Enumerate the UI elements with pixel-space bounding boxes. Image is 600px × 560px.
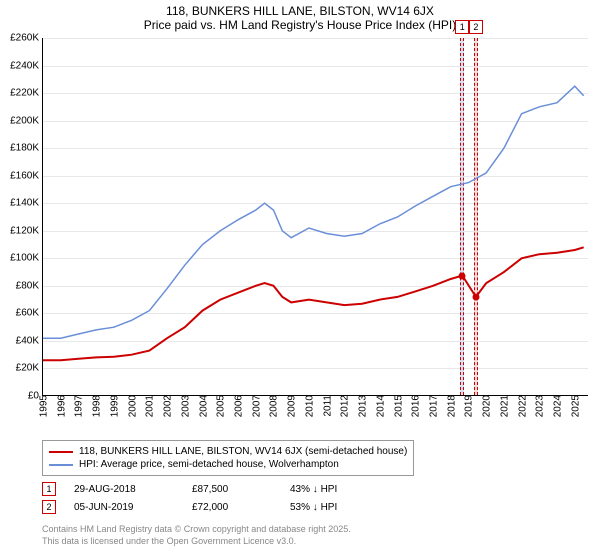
y-tick-label: £60K (16, 308, 43, 319)
x-tick-label: 2014 (373, 395, 386, 417)
x-tick-label: 2023 (533, 395, 546, 417)
sale-price: £72,000 (192, 502, 272, 513)
legend-row: HPI: Average price, semi-detached house,… (49, 458, 407, 471)
x-tick-label: 2009 (285, 395, 298, 417)
sale-marker-box: 1 (455, 20, 469, 34)
x-tick-label: 2007 (249, 395, 262, 417)
x-tick-label: 2025 (568, 395, 581, 417)
x-tick-label: 2011 (320, 395, 333, 417)
sale-row: 1 29-AUG-2018 £87,500 43% ↓ HPI (42, 482, 337, 496)
x-tick-label: 1996 (54, 395, 67, 417)
x-tick-label: 2001 (143, 395, 156, 417)
series-svg (43, 38, 589, 396)
x-tick-label: 2024 (551, 395, 564, 417)
credit-1: Contains HM Land Registry data © Crown c… (42, 524, 351, 536)
legend-label: HPI: Average price, semi-detached house,… (79, 459, 339, 470)
x-tick-label: 2004 (196, 395, 209, 417)
y-tick-label: £220K (10, 88, 43, 99)
x-tick-label: 2012 (338, 395, 351, 417)
y-tick-label: £240K (10, 60, 43, 71)
sale-delta: 53% ↓ HPI (290, 502, 337, 513)
x-tick-label: 2018 (444, 395, 457, 417)
x-tick-label: 1997 (72, 395, 85, 417)
sale-row: 2 05-JUN-2019 £72,000 53% ↓ HPI (42, 500, 337, 514)
credits: Contains HM Land Registry data © Crown c… (42, 524, 351, 547)
y-tick-label: £200K (10, 115, 43, 126)
x-tick-label: 2008 (267, 395, 280, 417)
x-tick-label: 2015 (391, 395, 404, 417)
legend-swatch (49, 451, 73, 453)
legend-swatch (49, 464, 73, 466)
sale-dot (459, 272, 466, 279)
x-tick-label: 2019 (462, 395, 475, 417)
x-tick-label: 2010 (302, 395, 315, 417)
x-tick-label: 2022 (515, 395, 528, 417)
x-tick-label: 2017 (427, 395, 440, 417)
legend: 118, BUNKERS HILL LANE, BILSTON, WV14 6J… (42, 440, 414, 476)
chart-area: £0£20K£40K£60K£80K£100K£120K£140K£160K£1… (0, 0, 600, 560)
x-tick-label: 2016 (409, 395, 422, 417)
sale-row-marker: 2 (42, 500, 56, 514)
y-tick-label: £80K (16, 280, 43, 291)
sale-date: 29-AUG-2018 (74, 484, 174, 495)
sale-date: 05-JUN-2019 (74, 502, 174, 513)
x-tick-label: 1995 (37, 395, 50, 417)
y-tick-label: £40K (16, 335, 43, 346)
x-tick-label: 1999 (107, 395, 120, 417)
x-tick-label: 2020 (480, 395, 493, 417)
x-tick-label: 2003 (178, 395, 191, 417)
sale-delta: 43% ↓ HPI (290, 484, 337, 495)
y-tick-label: £20K (16, 363, 43, 374)
y-tick-label: £160K (10, 170, 43, 181)
y-tick-label: £120K (10, 225, 43, 236)
x-tick-label: 2000 (125, 395, 138, 417)
y-tick-label: £100K (10, 253, 43, 264)
legend-label: 118, BUNKERS HILL LANE, BILSTON, WV14 6J… (79, 446, 407, 457)
x-tick-label: 2002 (161, 395, 174, 417)
x-tick-label: 2021 (497, 395, 510, 417)
x-tick-label: 1998 (90, 395, 103, 417)
sale-price: £87,500 (192, 484, 272, 495)
y-tick-label: £180K (10, 143, 43, 154)
plot-area: £0£20K£40K£60K£80K£100K£120K£140K£160K£1… (42, 38, 588, 396)
legend-row: 118, BUNKERS HILL LANE, BILSTON, WV14 6J… (49, 445, 407, 458)
x-tick-label: 2013 (356, 395, 369, 417)
x-tick-label: 2006 (232, 395, 245, 417)
y-tick-label: £260K (10, 33, 43, 44)
y-tick-label: £140K (10, 198, 43, 209)
credit-2: This data is licensed under the Open Gov… (42, 536, 351, 548)
sale-row-marker: 1 (42, 482, 56, 496)
sale-marker-box: 2 (469, 20, 483, 34)
sales-table: 1 29-AUG-2018 £87,500 43% ↓ HPI 2 05-JUN-2019… (42, 482, 337, 518)
series-price_paid (43, 247, 584, 360)
x-tick-label: 2005 (214, 395, 227, 417)
sale-dot (472, 293, 479, 300)
